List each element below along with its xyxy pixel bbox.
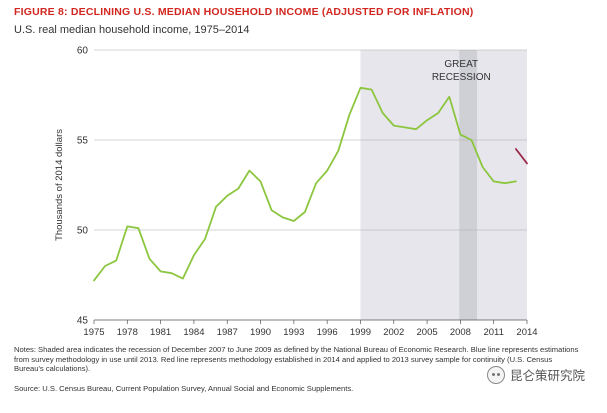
x-tick-label: 1978 — [117, 327, 138, 338]
figure-notes: Notes: Shaded area indicates the recessi… — [14, 345, 579, 374]
y-axis-label: Thousands of 2014 dollars — [54, 129, 65, 241]
x-tick-label: 1996 — [317, 327, 338, 338]
recession-band — [459, 50, 478, 320]
x-tick-label: 1984 — [183, 327, 204, 338]
x-tick-label: 1993 — [283, 327, 304, 338]
recession-label-line2: RECESSION — [432, 72, 491, 83]
x-tick-label: 1981 — [150, 327, 171, 338]
x-tick-label: 2011 — [483, 327, 503, 338]
x-tick-label: 1990 — [250, 327, 271, 338]
x-tick-label: 1999 — [350, 327, 371, 338]
blue-series-line — [93, 86, 517, 282]
x-tick-label: 1987 — [217, 327, 238, 338]
x-tick-label: 2002 — [383, 327, 404, 338]
y-tick-label: 60 — [77, 46, 89, 57]
figure-title: FIGURE 8: DECLINING U.S. MEDIAN HOUSEHOL… — [14, 6, 474, 18]
income-line-chart: 45 50 55 60 1975 1978 1981 1984 1987 1990 1993 1996… — [54, 46, 538, 339]
recession-label-line1: GREAT — [444, 59, 478, 70]
x-tick-label: 2008 — [450, 327, 471, 338]
watermark: 昆仑策研究院 — [486, 365, 585, 384]
watermark-text: 昆仑策研究院 — [509, 369, 585, 383]
x-tick-label: 2014 — [516, 327, 537, 338]
x-tick-label: 1975 — [83, 327, 104, 338]
shaded-region — [360, 50, 527, 320]
red-series-line — [515, 148, 528, 165]
y-tick-label: 45 — [77, 316, 89, 327]
figure-subtitle: U.S. real median household income, 1975–… — [14, 24, 250, 36]
y-tick-label: 55 — [77, 136, 89, 147]
figure-source: Source: U.S. Census Bureau, Current Popu… — [14, 384, 354, 393]
wechat-icon — [486, 365, 505, 384]
x-tick-label: 2005 — [417, 327, 438, 338]
y-tick-label: 50 — [77, 226, 89, 237]
